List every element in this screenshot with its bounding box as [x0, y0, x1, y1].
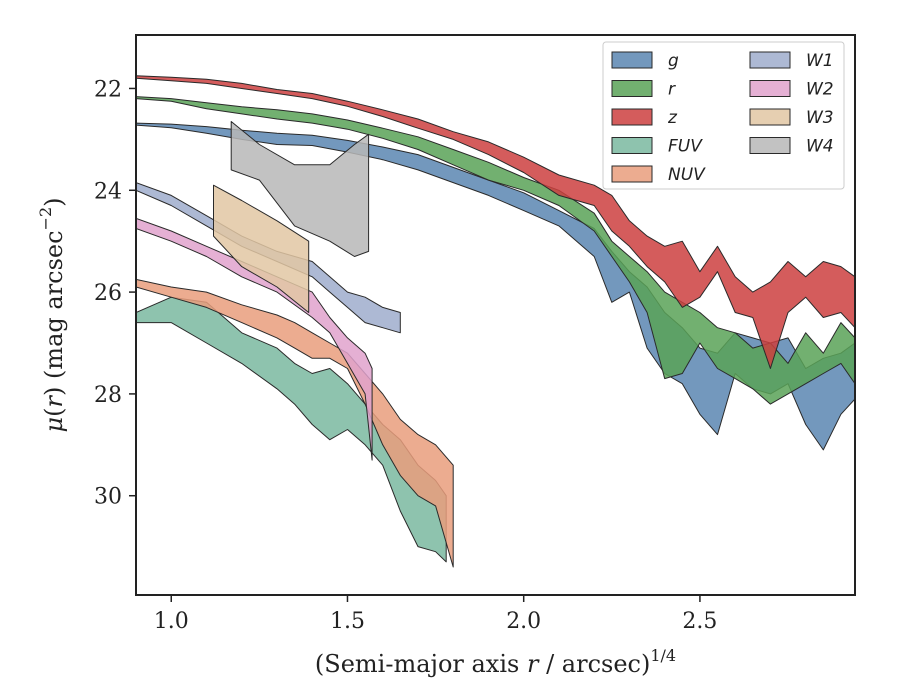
band-w4	[230, 121, 370, 257]
legend-swatch-fuv	[611, 137, 653, 154]
legend-swatch-g	[611, 51, 653, 69]
x-tick-label: 2.5	[682, 609, 717, 634]
legend-swatch-r	[611, 80, 653, 97]
legend-label-nuv: NUV	[668, 165, 706, 185]
legend-swatch-z	[611, 108, 653, 126]
y-tick-label: 30	[94, 485, 122, 510]
tick-layer: 1.0 1.5 2.0 2.5 22 24 26 28 30	[94, 77, 717, 634]
legend-label-w1: W1	[806, 51, 834, 71]
legend-swatch-nuv	[611, 165, 653, 183]
y-tick-label: 28	[94, 383, 122, 408]
x-tick-label: 1.5	[330, 609, 365, 634]
y-tick-label: 26	[94, 281, 122, 306]
legend-label-r: r	[668, 80, 676, 100]
legend-label-fuv: FUV	[668, 137, 703, 157]
x-axis-label: (Semi-major axis r / arcsec)1/4	[315, 646, 676, 678]
legend: grz FUV NUV W1 W2 W3 W4	[602, 41, 845, 190]
y-tick-label: 24	[94, 179, 122, 204]
legend-label-w4: W4	[806, 137, 834, 157]
band-r	[136, 96, 855, 405]
legend-swatch-w1	[749, 51, 791, 69]
band-w3	[213, 184, 310, 313]
plot-frame	[135, 34, 856, 596]
legend-label-g: g	[668, 51, 679, 71]
legend-label-w2: W2	[806, 80, 834, 100]
legend-label-w3: W3	[806, 108, 834, 128]
legend-label-z: z	[667, 108, 678, 128]
band-nuv	[136, 278, 454, 568]
y-tick-label: 22	[94, 77, 122, 102]
legend-swatch-w2	[749, 80, 791, 97]
legend-swatch-w3	[749, 108, 791, 126]
x-tick-label: 1.0	[154, 609, 189, 634]
x-tick-label: 2.0	[506, 609, 541, 634]
legend-swatch-w4	[749, 137, 791, 154]
band-z	[136, 75, 855, 369]
series-layer	[136, 75, 855, 568]
y-axis-label: μ(r) (mag arcsec−2)	[36, 197, 68, 432]
